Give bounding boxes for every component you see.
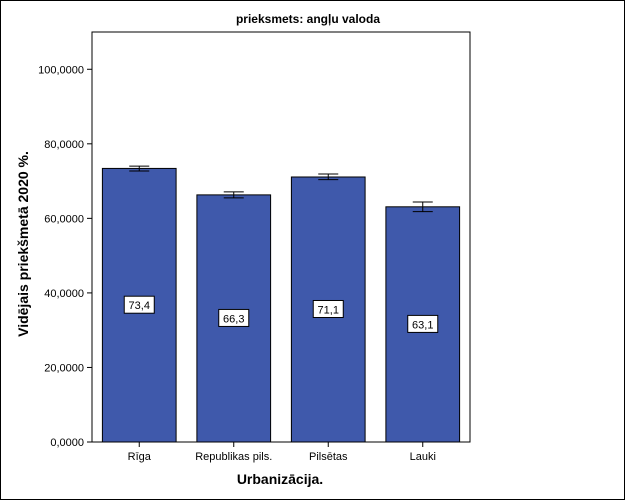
- x-axis-label: Urbanizācija.: [237, 471, 323, 487]
- bars: 73,4 66,3 71,1 63,1: [101, 165, 461, 443]
- y-tick-label: 100,0000: [38, 64, 84, 76]
- x-tick-label: Pilsētas: [309, 451, 348, 463]
- data-label-box: [312, 299, 344, 318]
- data-label: 66,3: [223, 313, 244, 325]
- data-label-box: [123, 295, 155, 314]
- data-label: 71,1: [318, 304, 339, 316]
- chart-title: prieksmets: angļu valoda: [236, 12, 380, 26]
- y-tick-label: 80,0000: [44, 139, 84, 151]
- data-label-box: [407, 314, 439, 333]
- x-tick-label: Lauki: [410, 451, 436, 463]
- y-axis: 0,0000 20,0000 40,0000 60,0000 80,0000 100,00…: [38, 64, 92, 449]
- data-label: 73,4: [129, 300, 150, 312]
- y-tick-label: 40,0000: [44, 288, 84, 300]
- y-tick-label: 60,0000: [44, 213, 84, 225]
- y-axis-label: Vidējais priekšmetā 2020 %.: [15, 151, 31, 337]
- y-tick-label: 20,0000: [44, 362, 84, 374]
- x-tick-label: Republikas pils.: [195, 451, 272, 463]
- data-label-box: [218, 308, 250, 327]
- data-label: 63,1: [412, 319, 433, 331]
- x-tick-label: Rīga: [128, 451, 152, 463]
- x-axis: Rīga Republikas pils. Pilsētas Lauki: [128, 442, 436, 463]
- y-tick-label: 0,0000: [50, 437, 84, 449]
